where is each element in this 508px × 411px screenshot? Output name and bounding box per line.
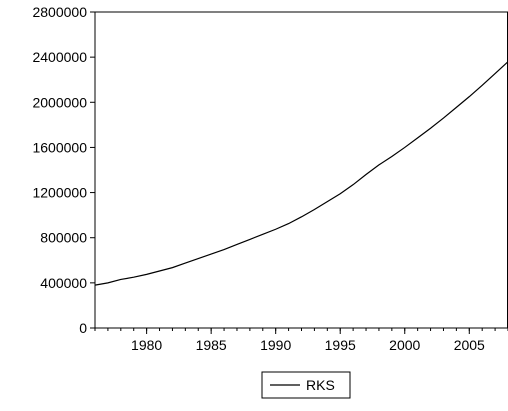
x-tick-label: 2000 [389,337,420,353]
x-axis: 1980 1985 1990 1995 2000 2005 [94,328,508,353]
y-tick-label: 1600000 [32,139,87,155]
y-tick-label: 400000 [40,275,87,291]
series-layer [94,61,508,286]
plot-frame [94,11,508,329]
y-tick-label: 800000 [40,230,87,246]
y-tick-label: 0 [79,320,87,336]
y-tick-label: 2000000 [32,94,87,110]
y-axis: 0 400000 800000 1200000 1600000 2000000 240000… [32,4,95,336]
x-tick-label: 1985 [196,337,227,353]
y-tick-label: 2800000 [32,4,87,20]
x-tick-label: 1995 [325,337,356,353]
legend-label: RKS [306,377,335,393]
series-line-rks [94,61,508,286]
x-tick-label: 1990 [260,337,291,353]
legend: RKS [261,371,351,399]
x-tick-label: 1980 [131,337,162,353]
y-tick-label: 2400000 [32,49,87,65]
y-tick-label: 1200000 [32,185,87,201]
x-tick-label: 2005 [454,337,485,353]
